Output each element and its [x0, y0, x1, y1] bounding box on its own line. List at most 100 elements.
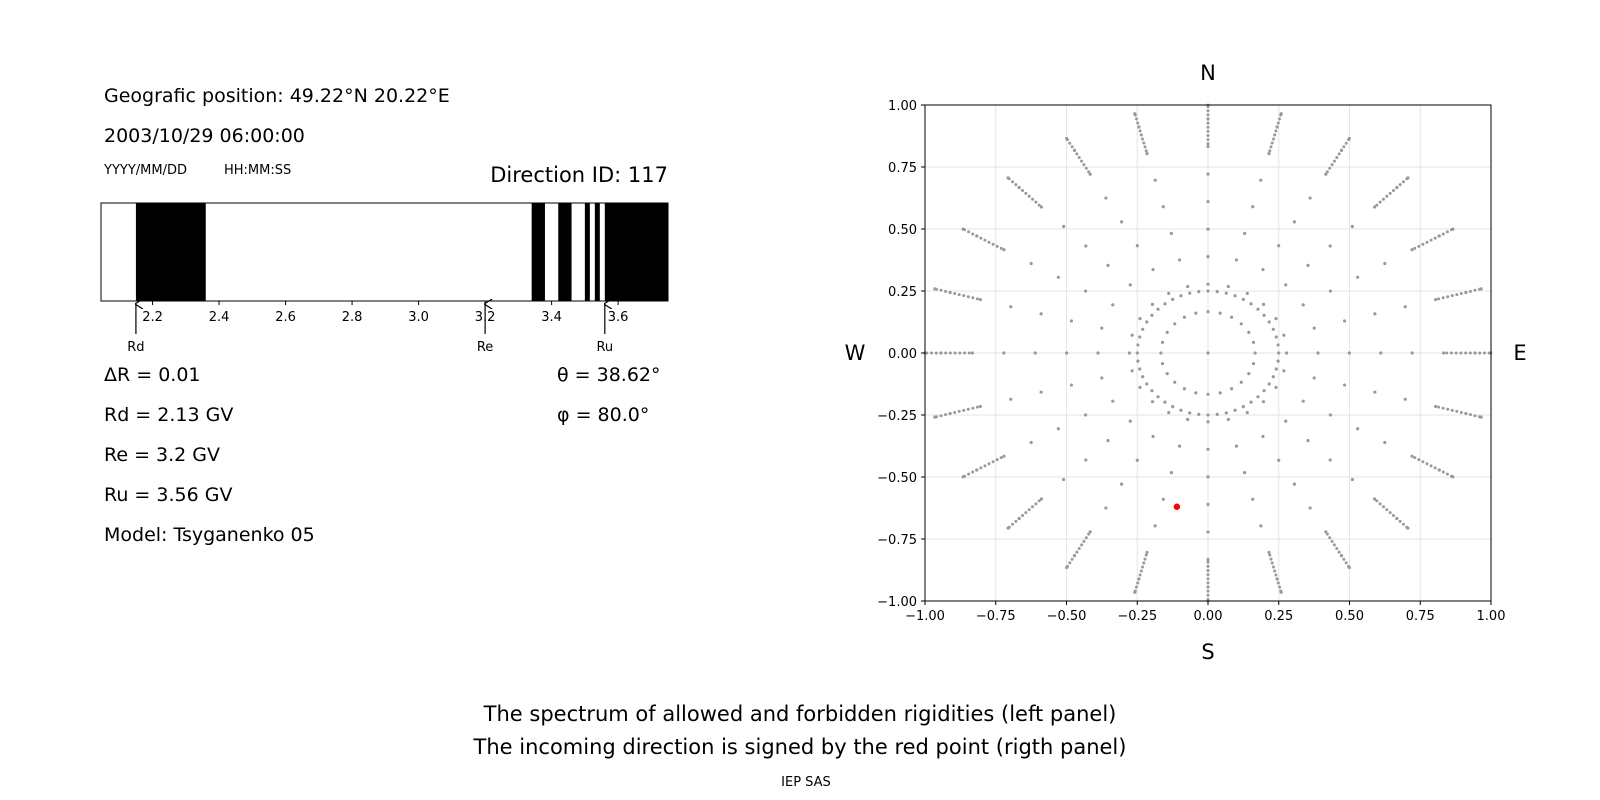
direction-point — [1161, 205, 1165, 209]
direction-point — [1027, 508, 1031, 512]
direction-point — [1145, 550, 1149, 555]
direction-point — [970, 351, 975, 355]
direction-point — [1024, 191, 1028, 195]
direction-point — [1437, 405, 1441, 409]
direction-point — [1233, 294, 1237, 298]
direction-point — [967, 472, 971, 476]
direction-point — [1306, 263, 1310, 268]
direction-point — [1279, 113, 1283, 117]
direction-point — [1459, 410, 1463, 414]
date-time: 2003/10/29 06:00:00 — [104, 125, 305, 147]
direction-point — [1433, 297, 1438, 302]
compass-west: W — [845, 341, 866, 365]
direction-point — [963, 228, 967, 232]
direction-point — [1206, 113, 1210, 117]
direction-point — [1206, 420, 1210, 424]
direction-point — [975, 405, 979, 409]
direction-point — [1206, 593, 1210, 597]
direction-point — [1342, 557, 1346, 561]
x-tick-label: 0.50 — [1335, 609, 1364, 624]
direction-point — [1410, 454, 1414, 458]
direction-point — [1215, 412, 1219, 417]
direction-point — [1417, 458, 1421, 462]
direction-point — [1002, 454, 1006, 458]
compass-east: E — [1513, 341, 1526, 365]
direction-point — [1139, 569, 1143, 573]
direction-point — [1268, 553, 1272, 557]
direction-point — [1130, 333, 1134, 337]
direction-point — [953, 351, 957, 355]
direction-point — [975, 297, 979, 301]
direction-point — [1206, 138, 1210, 142]
direction-point — [963, 474, 967, 478]
direction-point — [934, 415, 938, 419]
direction-point — [1378, 200, 1382, 204]
y-tick-label: −0.75 — [877, 533, 917, 548]
direction-point — [967, 351, 971, 355]
direction-point — [1274, 335, 1278, 339]
direction-point — [1267, 382, 1271, 386]
direction-point — [1145, 382, 1149, 386]
direction-point — [1128, 419, 1132, 423]
direction-point — [1233, 408, 1237, 412]
direction-point — [1009, 397, 1013, 401]
direction-point — [1337, 152, 1341, 156]
direction-point — [1136, 343, 1140, 347]
direction-point — [1247, 372, 1251, 376]
direction-point — [1224, 411, 1228, 415]
date-format-label: YYYY/MM/DD — [104, 163, 187, 178]
direction-point — [1084, 166, 1088, 170]
y-tick-label: 0.50 — [888, 223, 917, 238]
direction-point — [1206, 597, 1210, 601]
direction-point — [1165, 330, 1169, 334]
direction-point — [1273, 569, 1277, 573]
direction-point — [1450, 408, 1454, 412]
direction-point — [1473, 351, 1477, 355]
direction-point — [1256, 395, 1260, 399]
direction-point — [1167, 291, 1171, 296]
direction-point — [1312, 376, 1316, 380]
direction-point — [1332, 159, 1336, 163]
direction-point — [1034, 200, 1038, 204]
direction-point — [1344, 141, 1348, 145]
direction-point — [1425, 240, 1429, 244]
direction-point — [1274, 316, 1278, 321]
ru-value: Ru = 3.56 GV — [104, 484, 233, 506]
direction-point — [1156, 395, 1160, 399]
direction-point — [1194, 311, 1198, 315]
direction-point — [1284, 419, 1288, 423]
direction-point — [1446, 295, 1450, 299]
direction-point — [1301, 399, 1305, 403]
direction-point — [1459, 292, 1463, 296]
direction-point — [1403, 305, 1407, 309]
direction-point — [1039, 497, 1044, 501]
direction-point — [1441, 470, 1445, 474]
direction-point — [1128, 283, 1132, 287]
direction-point — [1342, 145, 1346, 149]
x-tick-label: −0.50 — [1047, 609, 1087, 624]
direction-point — [1104, 506, 1108, 510]
direction-point — [1274, 573, 1278, 577]
direction-point — [948, 412, 952, 416]
direction-point — [1388, 191, 1392, 195]
direction-point — [1080, 159, 1084, 163]
direction-point — [1083, 413, 1088, 417]
direction-point — [1206, 144, 1210, 149]
direction-point — [1441, 232, 1445, 236]
direction-point — [944, 289, 948, 293]
direction-point — [939, 351, 943, 355]
direction-point — [1241, 297, 1245, 301]
direction-point — [1029, 261, 1033, 266]
y-tick-label: −0.25 — [877, 409, 917, 424]
direction-point — [1468, 413, 1472, 417]
direction-point — [1417, 244, 1421, 248]
direction-point — [1398, 183, 1402, 187]
spectrum-tick-label-3.0: 3.0 — [408, 310, 429, 325]
direction-point — [1441, 296, 1445, 300]
direction-point — [1017, 516, 1021, 520]
direction-point — [1229, 315, 1234, 319]
direction-point — [1445, 230, 1449, 234]
direction-point — [1251, 497, 1255, 501]
direction-point — [1270, 561, 1274, 565]
direction-point — [1027, 194, 1031, 198]
